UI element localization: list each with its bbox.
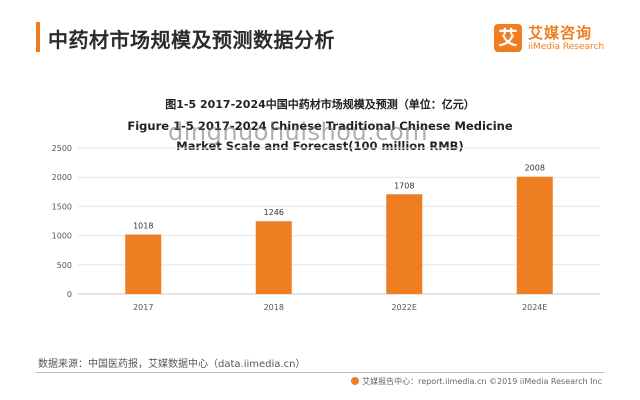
footer-logo-icon xyxy=(351,377,360,385)
x-tick-label: 2024E xyxy=(522,303,547,312)
x-tick-label: 2018 xyxy=(264,303,284,312)
footer-text: 艾媒报告中心：report.iimedia.cn ©2019 iiMedia R… xyxy=(362,377,602,386)
x-tick-label: 2017 xyxy=(133,303,153,312)
figure-title-cn: 图1-5 2017-2024中国中药材市场规模及预测（单位：亿元） xyxy=(165,98,475,111)
bar xyxy=(516,176,553,294)
y-tick-label: 0 xyxy=(67,290,72,299)
data-label: 2008 xyxy=(525,164,545,173)
y-tick-label: 1500 xyxy=(52,202,72,211)
brand-logo-icon: 艾 xyxy=(494,24,522,52)
brand-name-cn: 艾媒咨询 xyxy=(528,24,593,42)
bar xyxy=(386,194,423,294)
y-tick-label: 2000 xyxy=(52,173,72,182)
figure-title-en: Figure 1-5 2017-2024 Chinese Traditional… xyxy=(127,119,513,153)
bar xyxy=(125,234,162,294)
data-source: 数据来源：中国医药报，艾媒数据中心（data.iimedia.cn） xyxy=(38,359,306,370)
y-tick-label: 1000 xyxy=(52,232,72,241)
brand-name-en: iiMedia Research xyxy=(528,42,605,52)
x-tick-label: 2022E xyxy=(392,303,417,312)
footer-credit: 艾媒报告中心：report.iimedia.cn ©2019 iiMedia R… xyxy=(351,376,602,387)
data-label: 1018 xyxy=(133,222,153,231)
page-title: 中药材市场规模及预测数据分析 xyxy=(48,28,335,52)
brand-logo: 艾 艾媒咨询 iiMedia Research xyxy=(494,22,604,58)
y-tick-label: 2500 xyxy=(52,144,72,153)
data-label: 1708 xyxy=(394,181,414,190)
watermark: dingnuohuishou.com xyxy=(168,118,429,146)
data-label: 1246 xyxy=(264,208,284,217)
y-tick-label: 500 xyxy=(57,261,72,270)
bar xyxy=(255,221,292,294)
footer-divider xyxy=(36,372,604,373)
title-accent-bar xyxy=(36,22,40,52)
